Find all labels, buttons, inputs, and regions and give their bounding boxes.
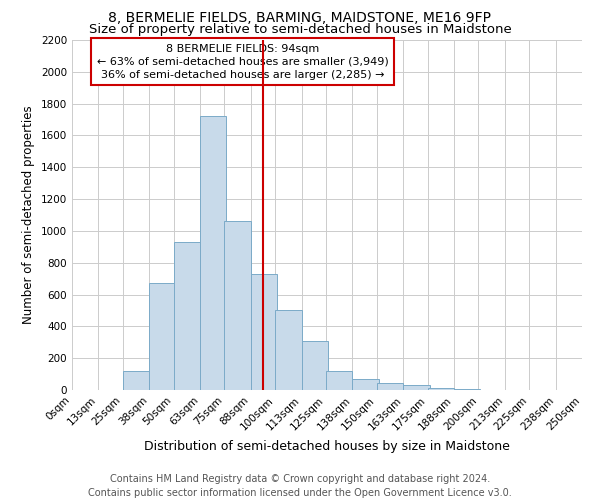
Bar bbox=[251, 274, 277, 390]
Bar bbox=[428, 388, 454, 390]
Text: Contains HM Land Registry data © Crown copyright and database right 2024.
Contai: Contains HM Land Registry data © Crown c… bbox=[88, 474, 512, 498]
Bar bbox=[173, 242, 200, 390]
Bar bbox=[149, 284, 176, 390]
Bar bbox=[403, 385, 430, 390]
Text: 8 BERMELIE FIELDS: 94sqm
← 63% of semi-detached houses are smaller (3,949)
36% o: 8 BERMELIE FIELDS: 94sqm ← 63% of semi-d… bbox=[97, 44, 389, 80]
Text: 8, BERMELIE FIELDS, BARMING, MAIDSTONE, ME16 9FP: 8, BERMELIE FIELDS, BARMING, MAIDSTONE, … bbox=[109, 12, 491, 26]
Bar bbox=[302, 340, 328, 390]
Bar bbox=[454, 389, 481, 390]
Bar bbox=[224, 222, 251, 390]
Bar bbox=[275, 310, 302, 390]
X-axis label: Distribution of semi-detached houses by size in Maidstone: Distribution of semi-detached houses by … bbox=[144, 440, 510, 453]
Bar bbox=[352, 379, 379, 390]
Text: Size of property relative to semi-detached houses in Maidstone: Size of property relative to semi-detach… bbox=[89, 22, 511, 36]
Bar bbox=[326, 371, 352, 390]
Bar bbox=[200, 116, 226, 390]
Y-axis label: Number of semi-detached properties: Number of semi-detached properties bbox=[22, 106, 35, 324]
Bar bbox=[377, 383, 403, 390]
Bar bbox=[123, 371, 149, 390]
